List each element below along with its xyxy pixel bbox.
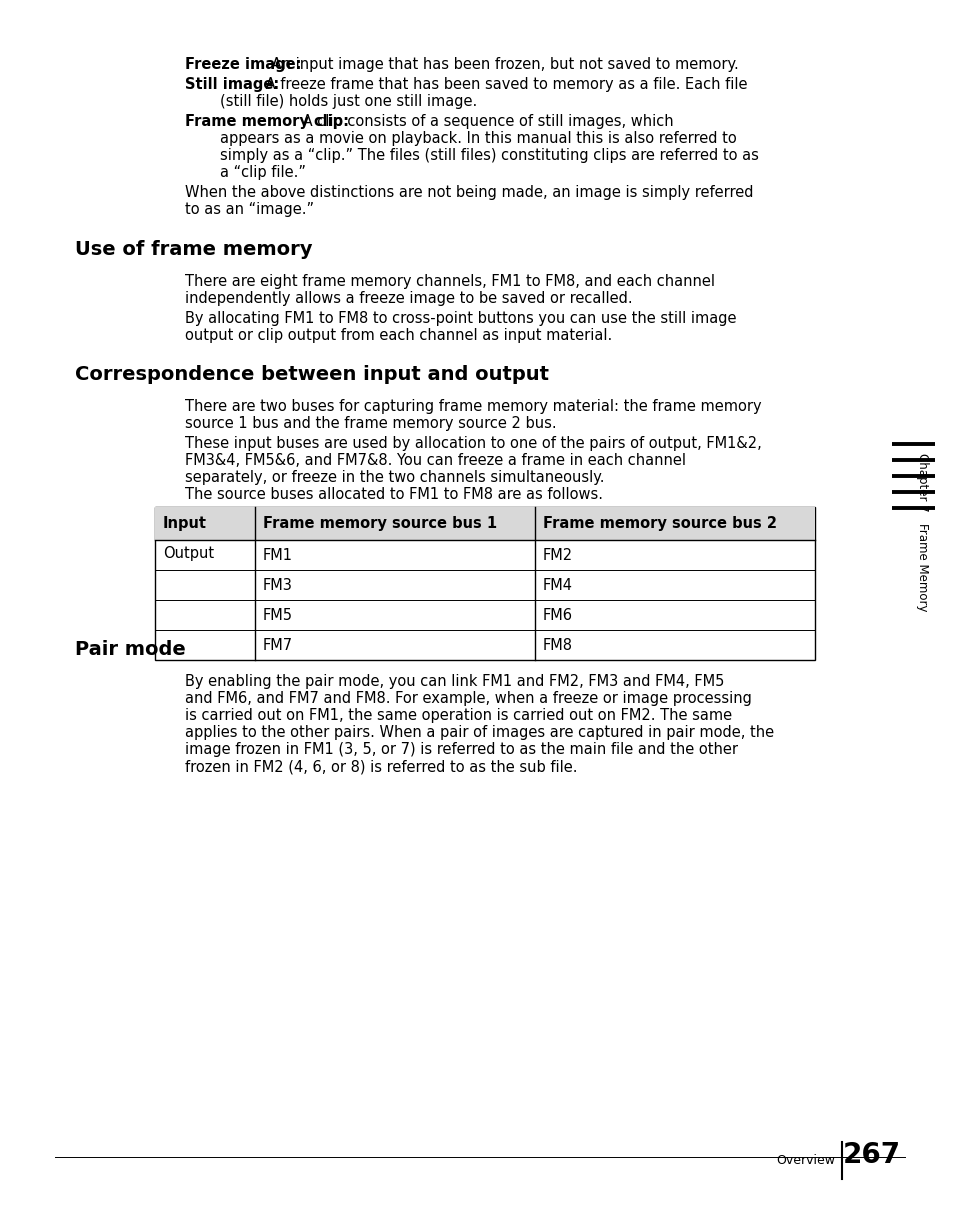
Text: Use of frame memory: Use of frame memory	[75, 240, 313, 259]
Text: a “clip file.”: a “clip file.”	[220, 165, 306, 181]
Text: The source buses allocated to FM1 to FM8 are as follows.: The source buses allocated to FM1 to FM8…	[185, 487, 602, 502]
Text: FM3: FM3	[263, 577, 293, 593]
Text: Overview: Overview	[775, 1155, 834, 1167]
Text: output or clip output from each channel as input material.: output or clip output from each channel …	[185, 328, 612, 343]
Text: and FM6, and FM7 and FM8. For example, when a freeze or image processing: and FM6, and FM7 and FM8. For example, w…	[185, 691, 751, 707]
Text: separately, or freeze in the two channels simultaneously.: separately, or freeze in the two channel…	[185, 470, 604, 485]
Text: (still file) holds just one still image.: (still file) holds just one still image.	[220, 95, 476, 109]
Bar	[154, 507, 814, 541]
Bar	[154, 507, 814, 661]
Text: Input: Input	[163, 516, 207, 531]
Text: A clip consists of a sequence of still images, which: A clip consists of a sequence of still i…	[298, 114, 674, 128]
Text: FM3&4, FM5&6, and FM7&8. You can freeze a frame in each channel: FM3&4, FM5&6, and FM7&8. You can freeze …	[185, 453, 685, 468]
Text: When the above distinctions are not being made, an image is simply referred: When the above distinctions are not bein…	[185, 185, 753, 200]
Text: Correspondence between input and output: Correspondence between input and output	[75, 365, 548, 384]
Text: Freeze image:: Freeze image:	[185, 57, 301, 72]
Text: applies to the other pairs. When a pair of images are captured in pair mode, the: applies to the other pairs. When a pair …	[185, 725, 773, 741]
Text: FM4: FM4	[542, 577, 573, 593]
Text: An input image that has been frozen, but not saved to memory.: An input image that has been frozen, but…	[267, 57, 738, 72]
Text: to as an “image.”: to as an “image.”	[185, 202, 314, 217]
Text: Frame memory source bus 1: Frame memory source bus 1	[263, 516, 497, 531]
Text: FM5: FM5	[263, 607, 293, 623]
Text: A freeze frame that has been saved to memory as a file. Each file: A freeze frame that has been saved to me…	[260, 78, 746, 92]
Text: independently allows a freeze image to be saved or recalled.: independently allows a freeze image to b…	[185, 291, 632, 305]
Text: is carried out on FM1, the same operation is carried out on FM2. The same: is carried out on FM1, the same operatio…	[185, 708, 731, 724]
Text: Frame memory clip:: Frame memory clip:	[185, 114, 349, 128]
Text: appears as a movie on playback. In this manual this is also referred to: appears as a movie on playback. In this …	[220, 131, 736, 145]
Text: By enabling the pair mode, you can link FM1 and FM2, FM3 and FM4, FM5: By enabling the pair mode, you can link …	[185, 674, 723, 688]
Text: Output: Output	[163, 545, 213, 561]
Text: Frame memory source bus 2: Frame memory source bus 2	[542, 516, 776, 531]
Text: Still image:: Still image:	[185, 78, 279, 92]
Text: By allocating FM1 to FM8 to cross-point buttons you can use the still image: By allocating FM1 to FM8 to cross-point …	[185, 311, 736, 326]
Text: FM1: FM1	[263, 548, 293, 562]
Text: FM8: FM8	[542, 638, 573, 652]
Text: 267: 267	[842, 1140, 901, 1170]
Text: FM2: FM2	[542, 548, 573, 562]
Text: FM6: FM6	[542, 607, 573, 623]
Text: frozen in FM2 (4, 6, or 8) is referred to as the sub file.: frozen in FM2 (4, 6, or 8) is referred t…	[185, 759, 577, 774]
Text: source 1 bus and the frame memory source 2 bus.: source 1 bus and the frame memory source…	[185, 416, 556, 431]
Text: There are two buses for capturing frame memory material: the frame memory: There are two buses for capturing frame …	[185, 399, 760, 415]
Text: There are eight frame memory channels, FM1 to FM8, and each channel: There are eight frame memory channels, F…	[185, 274, 714, 288]
Text: FM7: FM7	[263, 638, 293, 652]
Text: Chapter 7   Frame Memory: Chapter 7 Frame Memory	[915, 453, 927, 611]
Text: These input buses are used by allocation to one of the pairs of output, FM1&2,: These input buses are used by allocation…	[185, 436, 760, 451]
Text: image frozen in FM1 (3, 5, or 7) is referred to as the main file and the other: image frozen in FM1 (3, 5, or 7) is refe…	[185, 742, 738, 758]
Text: simply as a “clip.” The files (still files) constituting clips are referred to a: simply as a “clip.” The files (still fil…	[220, 148, 758, 162]
Text: Pair mode: Pair mode	[75, 640, 186, 659]
